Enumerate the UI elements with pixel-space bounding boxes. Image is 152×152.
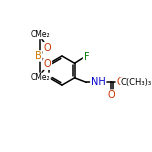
Text: C(CH₃)₃: C(CH₃)₃ (121, 78, 152, 87)
Text: NH: NH (91, 77, 106, 87)
Text: O: O (44, 43, 51, 53)
Text: O: O (116, 77, 124, 87)
Text: O: O (44, 59, 51, 69)
Text: CMe₂: CMe₂ (30, 73, 50, 82)
Text: F: F (84, 52, 89, 62)
Text: B: B (35, 51, 42, 61)
Text: CMe₂: CMe₂ (30, 30, 50, 39)
Text: O: O (107, 90, 115, 100)
